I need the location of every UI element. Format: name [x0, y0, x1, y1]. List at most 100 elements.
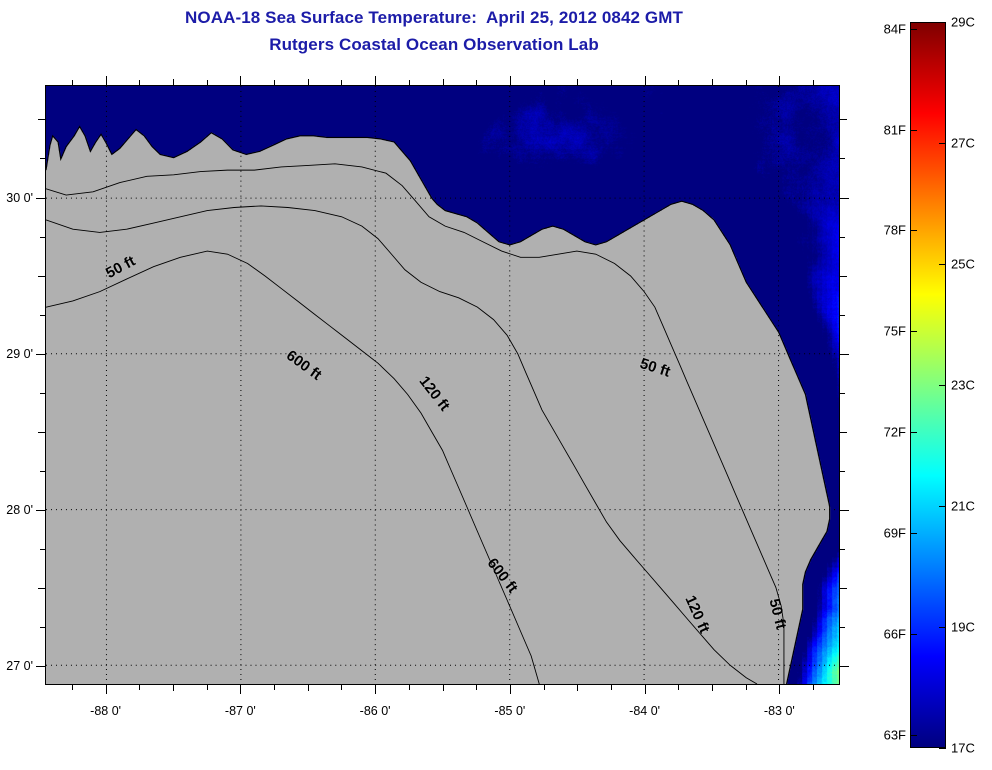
- x-axis-minor-tick: [610, 685, 612, 690]
- x-axis-major-tick: [644, 685, 646, 694]
- colorbar-f-tick: [910, 331, 917, 333]
- y-axis-minor-tick-right: [840, 588, 847, 590]
- x-axis-minor-tick-top: [173, 79, 174, 85]
- colorbar-f-label-3: 75F: [883, 323, 906, 339]
- colorbar-f-label-7: 63F: [883, 727, 906, 743]
- y-axis-minor-tick-right: [840, 470, 845, 472]
- x-axis-minor-tick-top: [476, 80, 478, 85]
- y-axis-minor-tick-right: [840, 627, 845, 629]
- y-axis-minor-tick: [38, 275, 45, 277]
- colorbar-c-label-6: 17C: [951, 740, 975, 756]
- x-axis-minor-tick-top: [813, 80, 815, 85]
- page-subtitle: Rutgers Coastal Ocean Observation Lab: [269, 35, 599, 54]
- y-axis-minor-tick: [40, 627, 45, 629]
- colorbar-f-tick: [910, 734, 917, 736]
- y-axis-minor-tick: [38, 431, 45, 433]
- y-axis-minor-tick: [40, 236, 45, 238]
- x-axis-tick-label-0: -88 0': [90, 704, 122, 718]
- y-axis-major-tick: [36, 510, 45, 511]
- x-axis-minor-tick: [341, 685, 343, 690]
- colorbar-c-tick: [939, 506, 946, 507]
- colorbar-f-label-5: 69F: [883, 525, 906, 541]
- x-axis-minor-tick: [71, 685, 73, 690]
- colorbar-f-label-4: 72F: [883, 424, 906, 440]
- page-title: NOAA-18 Sea Surface Temperature: April 2…: [185, 8, 683, 27]
- colorbar-f-tick: [910, 532, 917, 534]
- y-axis-major-tick-right: [840, 197, 849, 199]
- y-axis-minor-tick: [38, 588, 45, 590]
- x-axis-minor-tick: [813, 685, 815, 690]
- x-axis-minor-tick-top: [543, 80, 545, 85]
- y-axis-major-tick-right: [840, 666, 849, 668]
- colorbar: 84F 81F 78F 75F 72F 69F 66F 63F 29C 27C 25C 23C 21C 1…: [884, 15, 975, 756]
- y-axis-minor-tick-right: [840, 236, 845, 238]
- x-axis-minor-tick-top: [610, 80, 612, 85]
- x-axis-major-tick-top: [509, 76, 511, 85]
- x-axis-minor-tick-top: [206, 80, 208, 85]
- x-axis-minor-tick: [173, 685, 174, 691]
- x-axis-minor-tick: [745, 685, 747, 690]
- x-axis-minor-tick: [307, 685, 309, 691]
- x-axis-major-tick: [105, 685, 107, 694]
- colorbar-c-label-1: 27C: [951, 135, 975, 151]
- x-axis-tick-label-4: -84 0': [629, 704, 661, 718]
- x-axis-tick-label-3: -85 0': [494, 704, 526, 718]
- x-axis-minor-tick: [408, 685, 410, 690]
- map-vector-overlay: [46, 86, 839, 684]
- y-axis-minor-tick-right: [840, 549, 845, 551]
- y-axis-minor-tick: [40, 314, 45, 316]
- x-axis-major-tick: [240, 685, 242, 694]
- x-axis-minor-tick-top: [678, 80, 680, 85]
- y-axis-minor-tick-right: [840, 392, 845, 394]
- colorbar-c-label-4: 21C: [951, 498, 975, 514]
- x-axis-minor-tick: [543, 685, 545, 690]
- y-axis-minor-tick-right: [840, 119, 847, 121]
- chart-title-block: NOAA-18 Sea Surface Temperature: April 2…: [0, 4, 868, 58]
- colorbar-c-label-5: 19C: [951, 619, 975, 635]
- colorbar-f-tick: [910, 28, 917, 30]
- colorbar-f-label-1: 81F: [883, 122, 906, 138]
- y-axis-major-tick: [36, 197, 45, 199]
- x-axis-major-tick: [779, 685, 781, 694]
- x-axis-minor-tick: [678, 685, 680, 690]
- colorbar-f-tick: [910, 230, 917, 232]
- x-axis-tick-label-2: -86 0': [359, 704, 391, 718]
- colorbar-c-tick: [939, 627, 946, 628]
- colorbar-f-tick: [910, 129, 917, 131]
- x-axis-minor-tick: [577, 685, 579, 691]
- colorbar-f-label-0: 84F: [883, 21, 906, 37]
- x-axis-minor-tick-top: [341, 80, 343, 85]
- y-axis-minor-tick: [40, 470, 45, 472]
- y-axis-major-tick-right: [840, 353, 849, 355]
- colorbar-c-tick: [939, 385, 946, 386]
- colorbar-f-label-2: 78F: [883, 222, 906, 238]
- y-axis-minor-tick: [38, 119, 45, 121]
- x-axis-minor-tick: [476, 685, 478, 690]
- y-axis-minor-tick: [40, 158, 45, 160]
- x-axis-major-tick-top: [375, 76, 377, 85]
- y-axis-minor-tick-right: [840, 431, 847, 433]
- colorbar-c-label-3: 23C: [951, 377, 975, 393]
- colorbar-f-tick: [910, 633, 917, 635]
- y-axis-minor-tick-right: [840, 275, 847, 277]
- x-axis-major-tick: [375, 685, 377, 694]
- x-axis-minor-tick-top: [745, 80, 747, 85]
- sst-map-plot-area: [45, 85, 840, 685]
- y-axis-minor-tick: [40, 392, 45, 394]
- y-axis-minor-tick-right: [840, 158, 845, 160]
- x-axis-minor-tick: [274, 685, 276, 690]
- y-axis-tick-label-2: 28 0': [6, 503, 33, 517]
- x-axis-minor-tick-top: [711, 79, 713, 85]
- colorbar-c-tick: [939, 264, 946, 265]
- x-axis-minor-tick-top: [274, 80, 276, 85]
- y-axis-tick-label-1: 29 0': [6, 346, 33, 361]
- y-axis-minor-tick-right: [840, 314, 845, 316]
- x-axis-major-tick-top: [779, 76, 781, 85]
- y-axis-major-tick: [36, 666, 45, 668]
- x-axis-minor-tick-top: [307, 79, 309, 85]
- sst-temperature-field: [46, 86, 839, 684]
- colorbar-c-tick: [939, 748, 946, 749]
- x-axis-minor-tick-top: [408, 80, 410, 85]
- colorbar-c-label-0: 29C: [951, 14, 975, 30]
- x-axis-minor-tick: [206, 685, 208, 690]
